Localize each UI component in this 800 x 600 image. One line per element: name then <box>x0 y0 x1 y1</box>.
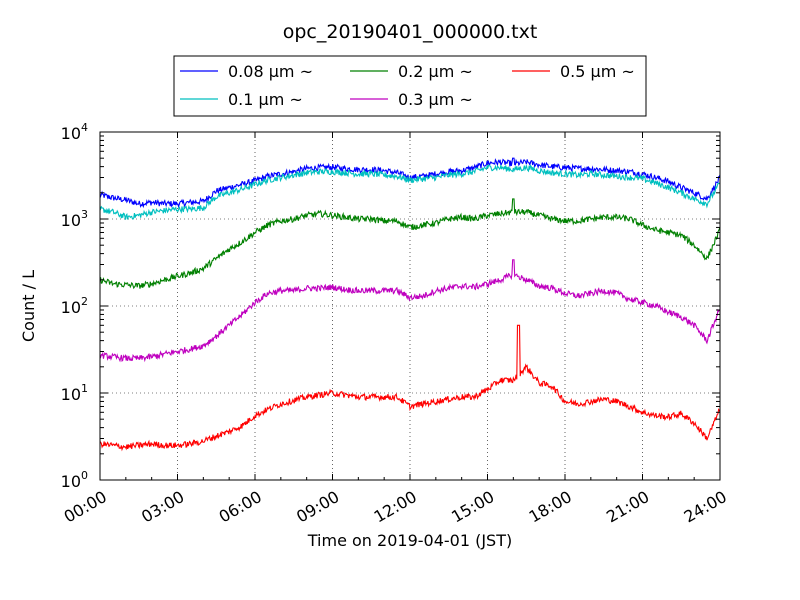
series-line-3 <box>99 259 721 363</box>
chart-title: opc_20190401_000000.txt <box>283 21 538 43</box>
legend-label: 0.3 μm ~ <box>398 90 473 109</box>
series-layer <box>99 157 721 452</box>
legend-label: 0.08 μm ~ <box>228 62 313 81</box>
series-line-1 <box>99 164 721 220</box>
grid-lines <box>100 132 720 480</box>
series-line-4 <box>99 324 721 452</box>
legend-label: 0.1 μm ~ <box>228 90 303 109</box>
series-line-2 <box>99 198 721 290</box>
legend-box <box>173 55 647 117</box>
y-axis-label: Count / L <box>19 270 38 342</box>
x-axis-label: Time on 2019-04-01 (JST) <box>307 531 512 550</box>
legend-label: 0.5 μm ~ <box>560 62 635 81</box>
legend: 0.08 μm ~ 0.1 μm ~ 0.2 μm ~ 0.3 μm ~ 0.5 μm … <box>173 55 647 117</box>
legend-label: 0.2 μm ~ <box>398 62 473 81</box>
